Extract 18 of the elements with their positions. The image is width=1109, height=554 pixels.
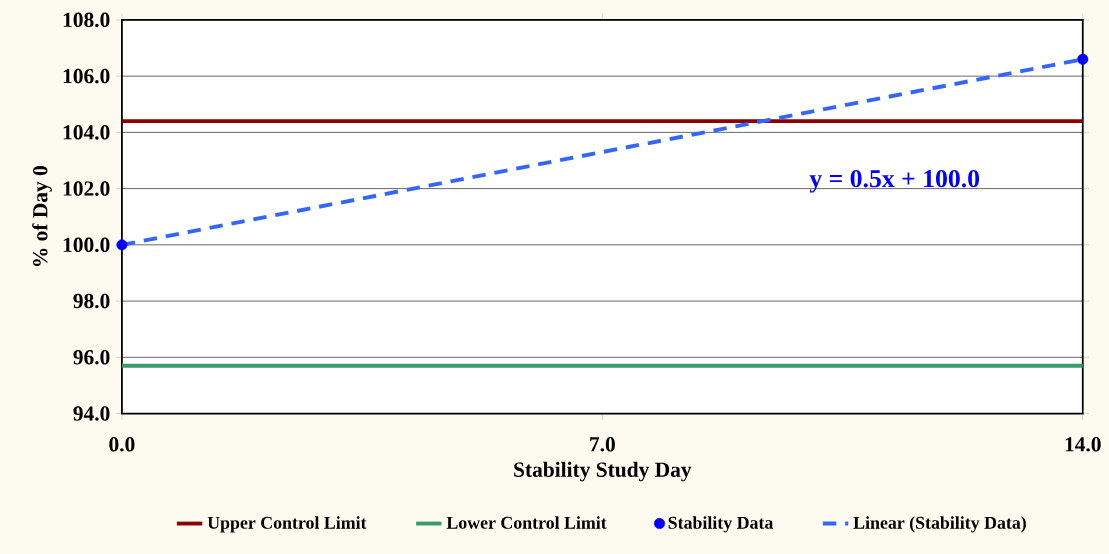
legend-label: Lower Control Limit bbox=[446, 516, 607, 529]
y-axis-title: % of Day 0 bbox=[32, 166, 52, 266]
x-tick-label: 7.0 bbox=[590, 437, 615, 452]
y-tick-label: 94.0 bbox=[73, 406, 110, 421]
legend-label: Stability Data bbox=[668, 516, 774, 533]
x-axis-title: Stability Study Day bbox=[514, 461, 692, 482]
legend-label: Upper Control Limit bbox=[207, 516, 367, 533]
y-tick-label: 106.0 bbox=[63, 68, 110, 84]
y-tick-label: 102.0 bbox=[63, 181, 110, 196]
annotation: y = 0.5x + 100.0 bbox=[809, 169, 980, 193]
y-tick-label: 100.0 bbox=[63, 237, 110, 253]
y-tick-label: 108.0 bbox=[63, 12, 110, 28]
y-tick-label: 98.0 bbox=[73, 293, 110, 309]
y-tick-label: 104.0 bbox=[63, 125, 110, 140]
x-tick-label: 0.0 bbox=[109, 437, 135, 452]
x-tick-label: 14.0 bbox=[1065, 437, 1101, 452]
legend-label: Linear (Stability Data) bbox=[853, 516, 1026, 533]
y-tick-label: 96.0 bbox=[73, 350, 110, 365]
